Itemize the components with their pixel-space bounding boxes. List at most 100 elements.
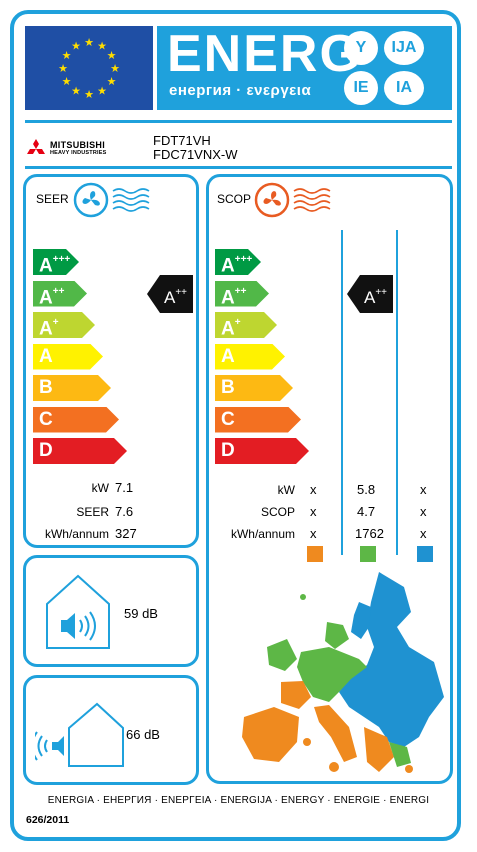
cooling-title: SEER <box>36 192 69 206</box>
average-zone-swatch <box>360 546 376 562</box>
heating-class-label: A <box>221 345 235 367</box>
cooling-rating-label: A++ <box>163 287 187 307</box>
cooling-seer-label: SEER <box>76 505 109 519</box>
heating-class-arrow: C <box>215 407 301 433</box>
svg-text:★: ★ <box>71 40 81 53</box>
regulation-number: 626/2011 <box>26 814 70 826</box>
heating-consumption-average: 1762 <box>355 526 384 541</box>
heating-class-arrow: A+ <box>215 312 277 338</box>
heating-scop-colder: x <box>420 504 427 519</box>
footer-languages: ENERGIA · ЕНЕРГИЯ · ΕΝΕΡΓΕΙΑ · ENERGIJA … <box>47 795 430 806</box>
cooling-class-arrow: C <box>33 407 119 433</box>
cooling-rating-marker: A++ <box>147 275 193 313</box>
svg-text:★: ★ <box>62 75 72 88</box>
heating-class-arrow: A <box>215 344 285 370</box>
divider <box>25 120 452 123</box>
heating-kw-average: 5.8 <box>357 482 376 497</box>
energy-subtitle: енергия · ενεργεια <box>169 82 312 99</box>
heating-scop-warmer: x <box>310 504 317 519</box>
heating-rating-label: A++ <box>363 287 387 307</box>
eu-flag: ★ ★ ★ ★ ★ ★ ★ ★ ★ ★ ★ ★ <box>25 26 153 110</box>
svg-text:★: ★ <box>107 75 117 88</box>
label-frame <box>10 10 461 841</box>
svg-text:★: ★ <box>58 62 68 75</box>
heating-class-label: A <box>221 255 235 277</box>
warmer-zone-swatch <box>307 546 323 562</box>
heating-class-label: C <box>221 408 235 430</box>
cooling-kw-value: 7.1 <box>115 480 134 495</box>
svg-text:★: ★ <box>71 85 81 98</box>
cooling-class-label: A <box>39 255 53 277</box>
language-badge: IJA <box>384 31 424 65</box>
zone-divider <box>396 230 398 555</box>
cooling-panel: SEER A+++ A++ A+ A B C D A++ kW 7.1 SEER 7.6 k… <box>23 174 199 548</box>
indoor-model: FDT71VH <box>153 133 211 148</box>
heating-class-arrow: A+++ <box>215 249 261 275</box>
heating-class-arrow: D <box>215 438 309 464</box>
divider <box>25 166 452 169</box>
svg-text:★: ★ <box>62 49 72 62</box>
brand-name: MITSUBISHI <box>50 140 106 150</box>
heating-kw-colder: x <box>420 482 427 497</box>
cooling-class-label: C <box>39 408 53 430</box>
cooling-class-label: B <box>39 377 53 398</box>
heating-class-label: D <box>221 440 235 461</box>
svg-text:★: ★ <box>84 88 94 101</box>
cooling-class-arrow: D <box>33 438 127 464</box>
heating-consumption-colder: x <box>420 526 427 541</box>
svg-text:★: ★ <box>110 62 120 75</box>
svg-text:★: ★ <box>107 49 117 62</box>
brand-subname: HEAVY INDUSTRIES <box>50 150 107 156</box>
language-badge: IE <box>344 71 378 105</box>
cooling-class-label: A <box>39 345 53 367</box>
outdoor-noise-value: 66 dB <box>126 727 160 742</box>
heating-consumption-label: kWh/annum <box>230 527 295 541</box>
cooling-class-arrow: B <box>33 375 111 401</box>
fan-heating-icon <box>254 182 331 218</box>
indoor-noise-value: 59 dB <box>124 606 158 621</box>
heating-title: SCOP <box>217 192 252 206</box>
heating-kw-label: kW <box>277 483 295 497</box>
cooling-class-label: A <box>39 318 53 340</box>
language-badge: Y <box>344 31 378 65</box>
zone-divider <box>341 230 343 555</box>
heating-scop-label: SCOP <box>260 505 295 519</box>
europe-climate-map <box>242 572 444 773</box>
cooling-class-arrow: A <box>33 344 103 370</box>
energy-banner: ENERG енергия · ενεργεια Y IJA IE IA <box>157 25 452 110</box>
heating-class-arrow: A++ <box>215 281 269 307</box>
outdoor-noise-panel: 66 dB <box>23 675 199 785</box>
cooling-class-arrow: A+ <box>33 312 95 338</box>
heating-panel: SCOP A+++ A++ A+ A B C D A++ kW x 5.8 x SCOP x… <box>206 174 453 784</box>
heating-class-label: A <box>221 318 235 340</box>
eu-stars-icon: ★ ★★ ★★★ ★★★ ★★★ <box>58 36 120 101</box>
heating-class-arrow: B <box>215 375 293 401</box>
heating-class-label: B <box>221 377 235 398</box>
indoor-noise-panel: 59 dB <box>23 555 199 667</box>
cooling-class-arrow: A++ <box>33 281 87 307</box>
brand-logo: MITSUBISHI HEAVY INDUSTRIES <box>25 137 135 161</box>
indoor-unit-sound-icon <box>46 574 110 649</box>
fan-cooling-icon <box>73 182 150 218</box>
heating-consumption-warmer: x <box>310 526 317 541</box>
cooling-kw-label: kW <box>91 481 109 495</box>
svg-text:★: ★ <box>84 36 94 49</box>
outdoor-model: FDC71VNX-W <box>153 147 238 162</box>
cooling-class-arrow: A+++ <box>33 249 79 275</box>
cooling-seer-value: 7.6 <box>115 504 134 519</box>
outdoor-unit-sound-icon <box>35 702 124 767</box>
cooling-class-label: D <box>39 440 53 461</box>
heating-rating-marker: A++ <box>347 275 393 313</box>
svg-text:★: ★ <box>97 40 107 53</box>
heating-scop-average: 4.7 <box>357 504 376 519</box>
heating-kw-warmer: x <box>310 482 317 497</box>
colder-zone-swatch <box>417 546 433 562</box>
three-diamonds-icon <box>27 139 45 154</box>
cooling-consumption-label: kWh/annum <box>44 527 109 541</box>
heating-class-label: A <box>221 286 235 308</box>
energy-title: ENERG <box>167 25 362 83</box>
cooling-consumption-value: 327 <box>115 526 137 541</box>
cooling-class-label: A <box>39 286 53 308</box>
language-badge: IA <box>384 71 424 105</box>
svg-text:★: ★ <box>97 85 107 98</box>
